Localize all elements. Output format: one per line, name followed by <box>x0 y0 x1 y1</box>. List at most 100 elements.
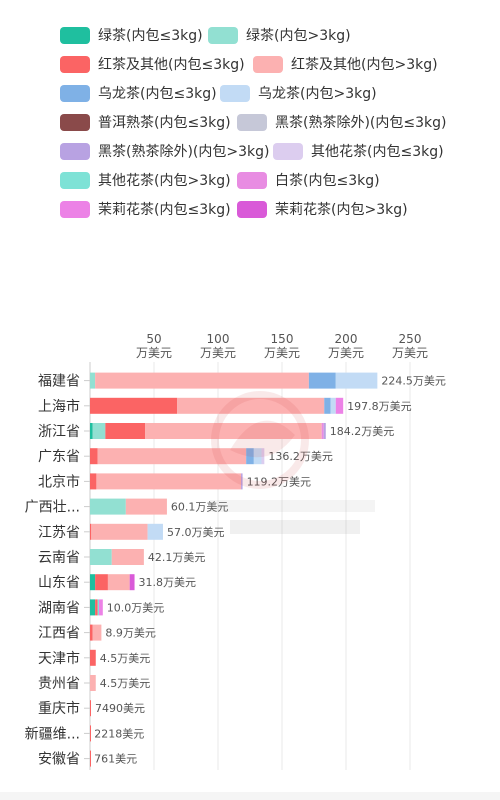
category-label: 江西省 <box>38 626 80 642</box>
legend-swatch <box>237 200 267 218</box>
legend-label: 茉莉花茶(内包>3kg) <box>275 202 408 218</box>
legend-item[interactable]: 绿茶(内包≤3kg) <box>60 24 203 46</box>
bar-segment <box>90 725 91 742</box>
bar-segment <box>91 523 148 540</box>
bar-segment <box>90 523 92 540</box>
legend-item[interactable]: 黑茶(熟茶除外)(内包>3kg) <box>60 140 269 162</box>
legend-item[interactable]: 乌龙茶(内包>3kg) <box>220 82 377 104</box>
bar-segment <box>98 599 103 616</box>
bar-value-label: 136.2万美元 <box>268 450 333 463</box>
x-tick-unit: 万美元 <box>136 346 172 360</box>
bar-segment <box>90 574 96 591</box>
x-tick-label: 50 <box>146 332 161 346</box>
legend-item[interactable]: 绿茶(内包>3kg) <box>208 24 351 46</box>
legend-item[interactable]: 茉莉花茶(内包≤3kg) <box>60 198 231 220</box>
bar-segment <box>323 423 326 439</box>
bar-segment <box>105 423 146 439</box>
legend-label: 白茶(内包≤3kg) <box>275 173 380 189</box>
legend-label: 绿茶(内包≤3kg) <box>98 28 203 44</box>
bar-value-label: 4.5万美元 <box>100 652 151 665</box>
legend-label: 黑茶(熟茶除外)(内包>3kg) <box>98 144 270 160</box>
bar-segment <box>90 649 96 666</box>
legend-label: 其他花茶(内包≤3kg) <box>311 144 444 160</box>
legend-item[interactable]: 红茶及其他(内包>3kg) <box>253 53 438 75</box>
bar-segment <box>90 750 91 767</box>
legend-label: 茉莉花茶(内包≤3kg) <box>98 202 231 218</box>
legend-item[interactable]: 其他花茶(内包≤3kg) <box>273 140 444 162</box>
category-label: 江苏省 <box>38 525 80 541</box>
legend-label: 黑茶(熟茶除外)(内包≤3kg) <box>275 115 447 131</box>
bar-value-label: 224.5万美元 <box>381 375 446 388</box>
category-label: 山东省 <box>38 575 80 591</box>
bar-segment <box>246 448 254 465</box>
legend-swatch <box>60 26 90 44</box>
legend-swatch <box>220 84 250 102</box>
bar-segment <box>90 448 98 465</box>
bar-value-label: 57.0万美元 <box>167 526 225 539</box>
bar-segment <box>90 498 126 515</box>
legend-item[interactable]: 红茶及其他(内包≤3kg) <box>60 53 245 75</box>
x-tick-label: 250 <box>399 332 422 346</box>
category-label: 福建省 <box>38 374 80 390</box>
bar-segment <box>90 549 112 565</box>
legend-item[interactable]: 白茶(内包≤3kg) <box>237 169 380 191</box>
legend-swatch <box>60 84 90 102</box>
bar-segment <box>90 599 96 616</box>
bar-segment <box>90 397 178 414</box>
legend-swatch <box>60 200 90 218</box>
legend-label: 普洱熟茶(内包≤3kg) <box>98 115 231 131</box>
bar-segment <box>90 675 96 691</box>
bar-value-label: 2218美元 <box>94 727 144 740</box>
legend-item[interactable]: 普洱熟茶(内包≤3kg) <box>60 111 231 133</box>
legend-label: 红茶及其他(内包>3kg) <box>291 57 438 73</box>
category-label: 北京市 <box>38 473 80 490</box>
legend-item[interactable]: 其他花茶(内包>3kg) <box>60 169 231 191</box>
x-tick-label: 150 <box>271 332 294 346</box>
bar-segment <box>96 473 242 490</box>
category-label: 上海市 <box>38 398 80 415</box>
bar-value-label: 4.5万美元 <box>100 677 151 690</box>
x-tick-unit: 万美元 <box>392 346 428 360</box>
bar-value-label: 60.1万美元 <box>171 501 229 514</box>
category-label: 安徽省 <box>38 752 80 768</box>
bar-segment <box>95 574 108 591</box>
legend-label: 红茶及其他(内包≤3kg) <box>98 57 245 73</box>
legend-swatch <box>253 55 283 73</box>
legend-swatch <box>60 55 90 73</box>
x-tick-unit: 万美元 <box>264 346 300 360</box>
legend-label: 乌龙茶(内包≤3kg) <box>98 86 217 102</box>
bar-segment <box>90 423 93 439</box>
legend-label: 乌龙茶(内包>3kg) <box>258 86 377 102</box>
legend-item[interactable]: 黑茶(熟茶除外)(内包≤3kg) <box>237 111 446 133</box>
bar-segment <box>129 574 135 591</box>
legend-swatch <box>60 113 90 131</box>
x-tick-label: 200 <box>335 332 358 346</box>
bar-segment <box>241 473 243 490</box>
bar-segment <box>125 498 167 515</box>
legend-item[interactable]: 茉莉花茶(内包>3kg) <box>237 198 408 220</box>
legend-swatch <box>237 113 267 131</box>
bar-value-label: 8.9万美元 <box>105 627 156 640</box>
category-label: 天津市 <box>38 650 80 667</box>
footer-bar <box>0 792 500 800</box>
bar-segment <box>253 448 262 465</box>
category-label: 浙江省 <box>38 424 80 440</box>
bar-segment <box>97 448 247 465</box>
bar-segment <box>324 397 331 414</box>
bar-value-label: 42.1万美元 <box>148 551 206 564</box>
category-label: 广东省 <box>38 449 80 465</box>
bar-segment <box>90 700 91 717</box>
bar-value-label: 10.0万美元 <box>107 601 165 614</box>
bar-segment <box>321 423 324 439</box>
legend-item[interactable]: 乌龙茶(内包≤3kg) <box>60 82 217 104</box>
category-label: 广西壮... <box>25 500 80 516</box>
bar-segment <box>95 372 309 389</box>
bar-segment <box>261 448 265 465</box>
legend-label: 绿茶(内包>3kg) <box>246 28 351 44</box>
bar-segment <box>177 397 325 414</box>
category-label: 云南省 <box>38 550 80 566</box>
bar-value-label: 184.2万美元 <box>330 425 395 438</box>
bar-segment <box>90 372 96 389</box>
legend-label: 其他花茶(内包>3kg) <box>98 173 231 189</box>
